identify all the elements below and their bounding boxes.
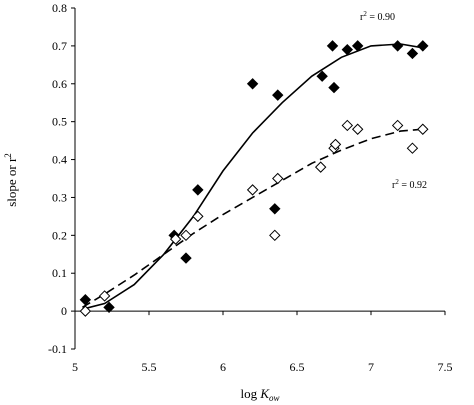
y-axis-title: slope or r2	[3, 153, 19, 207]
open-diamond-point	[79, 305, 92, 317]
filled-diamond-point	[326, 40, 339, 52]
open-diamond-point	[98, 290, 111, 302]
filled-diamond-point	[79, 294, 92, 306]
open-diamond-point	[406, 142, 419, 154]
filled-diamond-point	[341, 43, 354, 56]
y-tick-label: 0	[61, 304, 67, 318]
dashed-fit-line	[81, 128, 423, 308]
open-diamond-point	[192, 210, 204, 223]
y-tick-label: 0.8	[52, 1, 67, 15]
data-points	[79, 40, 429, 317]
open-diamond-point	[417, 123, 429, 135]
filled-diamond-point	[328, 81, 340, 94]
x-tick-label: 7.5	[438, 360, 453, 374]
open-diamond-point	[391, 119, 404, 132]
filled-diamond-point	[391, 40, 404, 52]
filled-diamond-point	[246, 78, 259, 90]
open-diamond-point	[329, 138, 342, 151]
x-tick-label: 6.5	[290, 360, 305, 374]
open-diamond-point	[169, 233, 182, 245]
filled-diamond-point	[103, 301, 115, 314]
y-tick-label: 0.2	[52, 228, 67, 242]
y-tick-label: 0.7	[52, 39, 67, 53]
open-diamond-point	[269, 229, 281, 242]
axes	[74, 8, 445, 349]
open-diamond-point	[314, 161, 327, 173]
text-labels: -0.1 0 0.1 0.2 0.3 0.4 0.5 0.6 0.7 0.8 5 5.5 6 6.5 7 7.…	[3, 1, 453, 403]
open-diamond-point	[180, 229, 192, 242]
filled-diamond-point	[269, 203, 281, 215]
solid-fit-line	[82, 43, 423, 310]
open-diamond-point	[351, 123, 364, 135]
y-tick-label: -0.1	[48, 342, 67, 356]
filled-diamond-point	[316, 70, 328, 82]
y-tick-label: 0.4	[52, 153, 67, 167]
y-tick-label: 0.6	[52, 77, 67, 91]
open-diamond-point	[246, 184, 259, 196]
fit-lines	[81, 43, 423, 310]
r2-annotation: r2 = 0.90	[360, 10, 395, 23]
tick-marks	[71, 7, 446, 350]
y-tick-label: 0.1	[52, 266, 67, 280]
filled-diamond-point	[417, 40, 429, 52]
filled-diamond-point	[180, 252, 192, 264]
filled-diamond-point	[351, 40, 364, 52]
x-tick-label: 7	[368, 360, 374, 374]
x-axis-title: log Kow	[240, 386, 279, 403]
y-tick-label: 0.5	[52, 115, 67, 129]
x-tick-label: 6	[220, 360, 226, 374]
x-tick-label: 5	[72, 360, 78, 374]
filled-diamond-point	[406, 47, 419, 60]
r2-annotation: r2 = 0.92	[392, 178, 427, 191]
open-diamond-point	[272, 172, 284, 185]
filled-diamond-point	[192, 184, 204, 196]
open-diamond-point	[341, 119, 354, 132]
filled-diamond-point	[272, 89, 284, 101]
x-tick-label: 5.5	[142, 360, 157, 374]
y-tick-label: 0.3	[52, 190, 67, 204]
